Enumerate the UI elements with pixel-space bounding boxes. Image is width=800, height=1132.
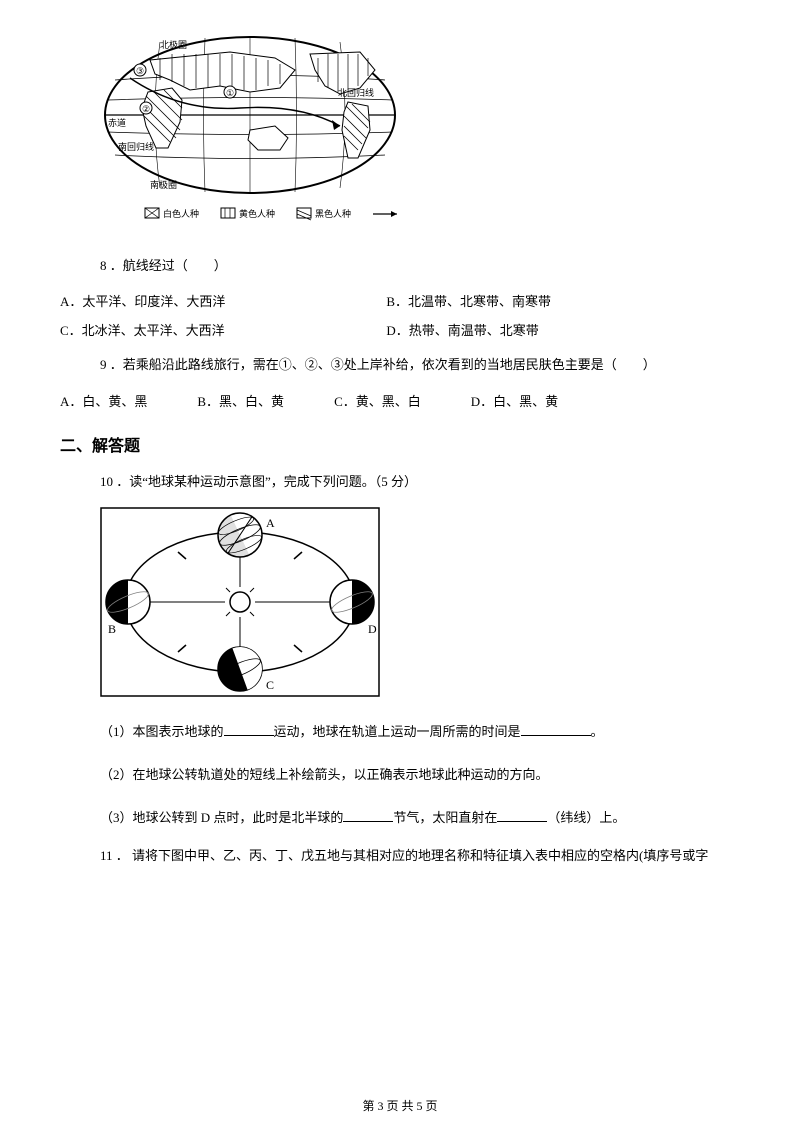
label-tropic-s: 南回归线	[118, 141, 154, 152]
orbit-svg: A B C D	[100, 507, 380, 697]
q9-opt-a: A．白、黄、黑	[60, 391, 147, 410]
orbit-figure: A B C D	[100, 507, 740, 702]
legend-yellow: 黄色人种	[239, 208, 275, 219]
label-tropic-n: 北回归线	[338, 87, 374, 98]
q8-options: A．太平洋、印度洋、大西洋 B．北温带、北寒带、南寒带	[60, 291, 740, 310]
label-equator: 赤道	[108, 117, 126, 128]
q8-stem: 8 ．航线经过（ ）	[100, 254, 740, 277]
q10-sub1: （1）本图表示地球的 运动，地球在轨道上运动一周所需的时间是 。	[100, 720, 740, 745]
q8-opt-a: A．太平洋、印度洋、大西洋	[60, 291, 386, 310]
legend-white: 白色人种	[163, 208, 199, 219]
orbit-label-a: A	[266, 516, 275, 530]
page-footer: 第 3 页 共 5 页	[0, 1097, 800, 1114]
q8-opt-c: C．北冰洋、太平洋、大西洋	[60, 320, 386, 339]
orbit-label-c: C	[266, 678, 274, 692]
q9-opt-d: D．白、黑、黄	[471, 391, 558, 410]
label-arctic: 北极圈	[160, 39, 187, 50]
q8-opt-d: D．热带、南温带、北寒带	[386, 320, 712, 339]
q10-sub2: （2）在地球公转轨道处的短线上补绘箭头，以正确表示地球此种运动的方向。	[100, 763, 740, 788]
orbit-label-b: B	[108, 622, 116, 636]
q11-stem: 11 ． 请将下图中甲、乙、丙、丁、戊五地与其相对应的地理名称和特征填入表中相应…	[100, 844, 740, 867]
label-antarctic: 南极圈	[150, 179, 177, 190]
section-2-heading: 二、解答题	[60, 432, 740, 456]
q9-options: A．白、黄、黑 B．黑、白、黄 C．黄、黑、白 D．白、黑、黄	[60, 391, 740, 410]
q10-sub3-b: 节气，太阳直射在	[393, 810, 497, 825]
blank-2	[521, 723, 591, 736]
q10-sub1-c: 。	[591, 724, 604, 739]
q8-options-2: C．北冰洋、太平洋、大西洋 D．热带、南温带、北寒带	[60, 320, 740, 339]
q10-sub3-a: （3）地球公转到 D 点时，此时是北半球的	[100, 810, 343, 825]
legend-black: 黑色人种	[315, 208, 351, 219]
blank-1	[224, 723, 274, 736]
q10-stem: 10 ．读“地球某种运动示意图”，完成下列问题。（5 分）	[100, 470, 740, 493]
orbit-label-d: D	[368, 622, 377, 636]
q9-opt-c: C．黄、黑、白	[334, 391, 421, 410]
marker-3: ③	[136, 66, 144, 76]
blank-3	[343, 809, 393, 822]
q10-sub3: （3）地球公转到 D 点时，此时是北半球的 节气，太阳直射在 （纬线）上。	[100, 806, 740, 831]
world-map-svg: ① ② ③ 北极圈 北回归线 赤道 南回归线 南极圈 白色人种 黄色人种 黑色人…	[100, 30, 400, 230]
q9-opt-b: B．黑、白、黄	[197, 391, 284, 410]
q10-sub3-c: （纬线）上。	[547, 810, 625, 825]
q10-sub1-a: （1）本图表示地球的	[100, 724, 224, 739]
q10-sub1-b: 运动，地球在轨道上运动一周所需的时间是	[274, 724, 521, 739]
blank-4	[497, 809, 547, 822]
q9-stem: 9 ．若乘船沿此路线旅行，需在①、②、③处上岸补给，依次看到的当地居民肤色主要是…	[100, 353, 740, 376]
marker-1: ①	[226, 88, 234, 98]
world-map-figure: ① ② ③ 北极圈 北回归线 赤道 南回归线 南极圈 白色人种 黄色人种 黑色人…	[100, 30, 740, 230]
marker-2: ②	[142, 104, 150, 114]
q8-opt-b: B．北温带、北寒带、南寒带	[386, 291, 712, 310]
